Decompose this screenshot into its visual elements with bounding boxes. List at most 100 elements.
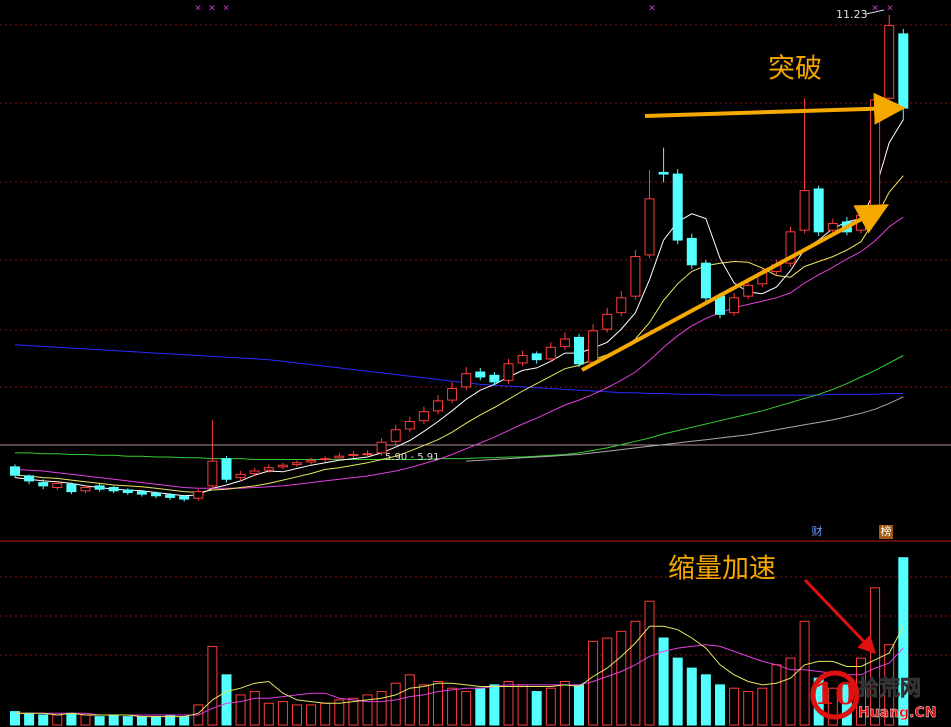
volume-bar xyxy=(517,684,528,726)
candle-body xyxy=(38,482,49,487)
moving-average xyxy=(15,644,904,716)
candle-body xyxy=(729,297,740,314)
volume-bar xyxy=(52,714,63,726)
volume-bar xyxy=(827,687,838,726)
marker: × xyxy=(871,4,879,14)
volume-bar xyxy=(686,667,697,726)
volume-bar xyxy=(179,716,190,726)
candle-body xyxy=(545,346,556,360)
volume-bar xyxy=(207,645,218,726)
grid xyxy=(0,24,951,656)
candle-body xyxy=(531,353,542,361)
candle-body xyxy=(559,338,570,347)
volume-bar xyxy=(277,701,288,726)
volume-bar xyxy=(630,620,641,726)
leader xyxy=(865,9,885,15)
logo: 10 xyxy=(814,677,856,712)
volume-bar xyxy=(884,644,895,726)
volume-bar xyxy=(334,699,345,726)
candle-body xyxy=(630,256,641,297)
candle-body xyxy=(898,33,909,109)
volume-bar xyxy=(559,681,570,726)
candle-body xyxy=(108,487,119,492)
volume-bar xyxy=(743,691,754,726)
volume-bar xyxy=(38,714,49,726)
volume-bar xyxy=(10,711,20,726)
candle-body xyxy=(616,297,627,314)
annotation: 缩量加速 xyxy=(668,554,776,585)
volume-panel xyxy=(10,557,909,726)
marker: × xyxy=(222,4,230,14)
volume-bar xyxy=(94,716,105,726)
candle-body xyxy=(362,453,373,456)
candle-body xyxy=(52,482,63,489)
candle-body xyxy=(447,388,458,401)
logo-ring xyxy=(810,670,860,720)
volume-bar xyxy=(545,687,556,726)
volume-bar xyxy=(503,681,514,726)
watermark: 10 拾荒网 Huang.CN xyxy=(810,670,937,721)
candle-body xyxy=(334,455,345,459)
annotation: 突破 xyxy=(768,54,822,85)
volume-bar xyxy=(418,684,429,726)
marker: × xyxy=(194,4,202,14)
volume-bar xyxy=(898,557,909,726)
candle-body xyxy=(475,371,486,378)
volume-bar xyxy=(122,716,133,726)
moving-average xyxy=(14,119,904,497)
volume-bar xyxy=(292,704,302,726)
arrow xyxy=(581,204,890,372)
candle-body xyxy=(799,190,810,231)
candle-body xyxy=(306,459,317,463)
candle-body xyxy=(461,373,472,388)
candle-body xyxy=(743,284,754,297)
candle-body xyxy=(179,496,190,500)
candle-body xyxy=(433,400,443,412)
candle-body xyxy=(136,491,147,495)
candle-body xyxy=(813,188,824,233)
tag-bg xyxy=(879,525,893,539)
volume-bar xyxy=(306,704,317,726)
volume-bar xyxy=(574,684,584,726)
volume-bar xyxy=(531,691,542,726)
volume-bar xyxy=(108,714,119,726)
volume-bar xyxy=(841,684,852,726)
moving-average xyxy=(15,355,904,460)
candle-body xyxy=(672,173,683,241)
volume-bar xyxy=(729,687,740,726)
volume-bar xyxy=(771,664,782,726)
volume-bar xyxy=(757,687,768,726)
annotations: 突破 缩量加速 11.23 5.90 - 5.91 财 榜 xyxy=(385,8,906,655)
candle-body xyxy=(418,411,429,422)
candle-body xyxy=(151,492,161,497)
volume-bar xyxy=(348,697,359,726)
candle-body xyxy=(503,363,514,381)
candle-body xyxy=(193,491,204,499)
candle-body xyxy=(10,466,20,476)
candle-body xyxy=(827,223,838,231)
candle-body xyxy=(24,475,35,482)
volume-bar xyxy=(644,600,655,726)
candle-body xyxy=(517,355,528,364)
volume-bar xyxy=(799,620,810,726)
arrow xyxy=(803,578,877,655)
site-name: 拾荒网 xyxy=(858,676,921,700)
volume-bar xyxy=(362,694,373,726)
volume-bar xyxy=(475,687,486,726)
high-label: 11.23 xyxy=(836,8,868,21)
volume-bar xyxy=(24,712,35,726)
candle-body xyxy=(785,231,796,264)
candle-body xyxy=(207,460,218,487)
candle-body xyxy=(320,458,331,461)
volume-bar xyxy=(588,640,599,726)
candle-body xyxy=(390,429,401,442)
marker: × xyxy=(886,4,894,14)
arrow xyxy=(644,92,906,125)
site-domain: Huang.CN xyxy=(858,705,936,721)
volume-bar xyxy=(235,694,246,726)
volume-bar xyxy=(602,637,613,726)
moving-average xyxy=(466,396,904,462)
volume-bar xyxy=(320,702,331,726)
